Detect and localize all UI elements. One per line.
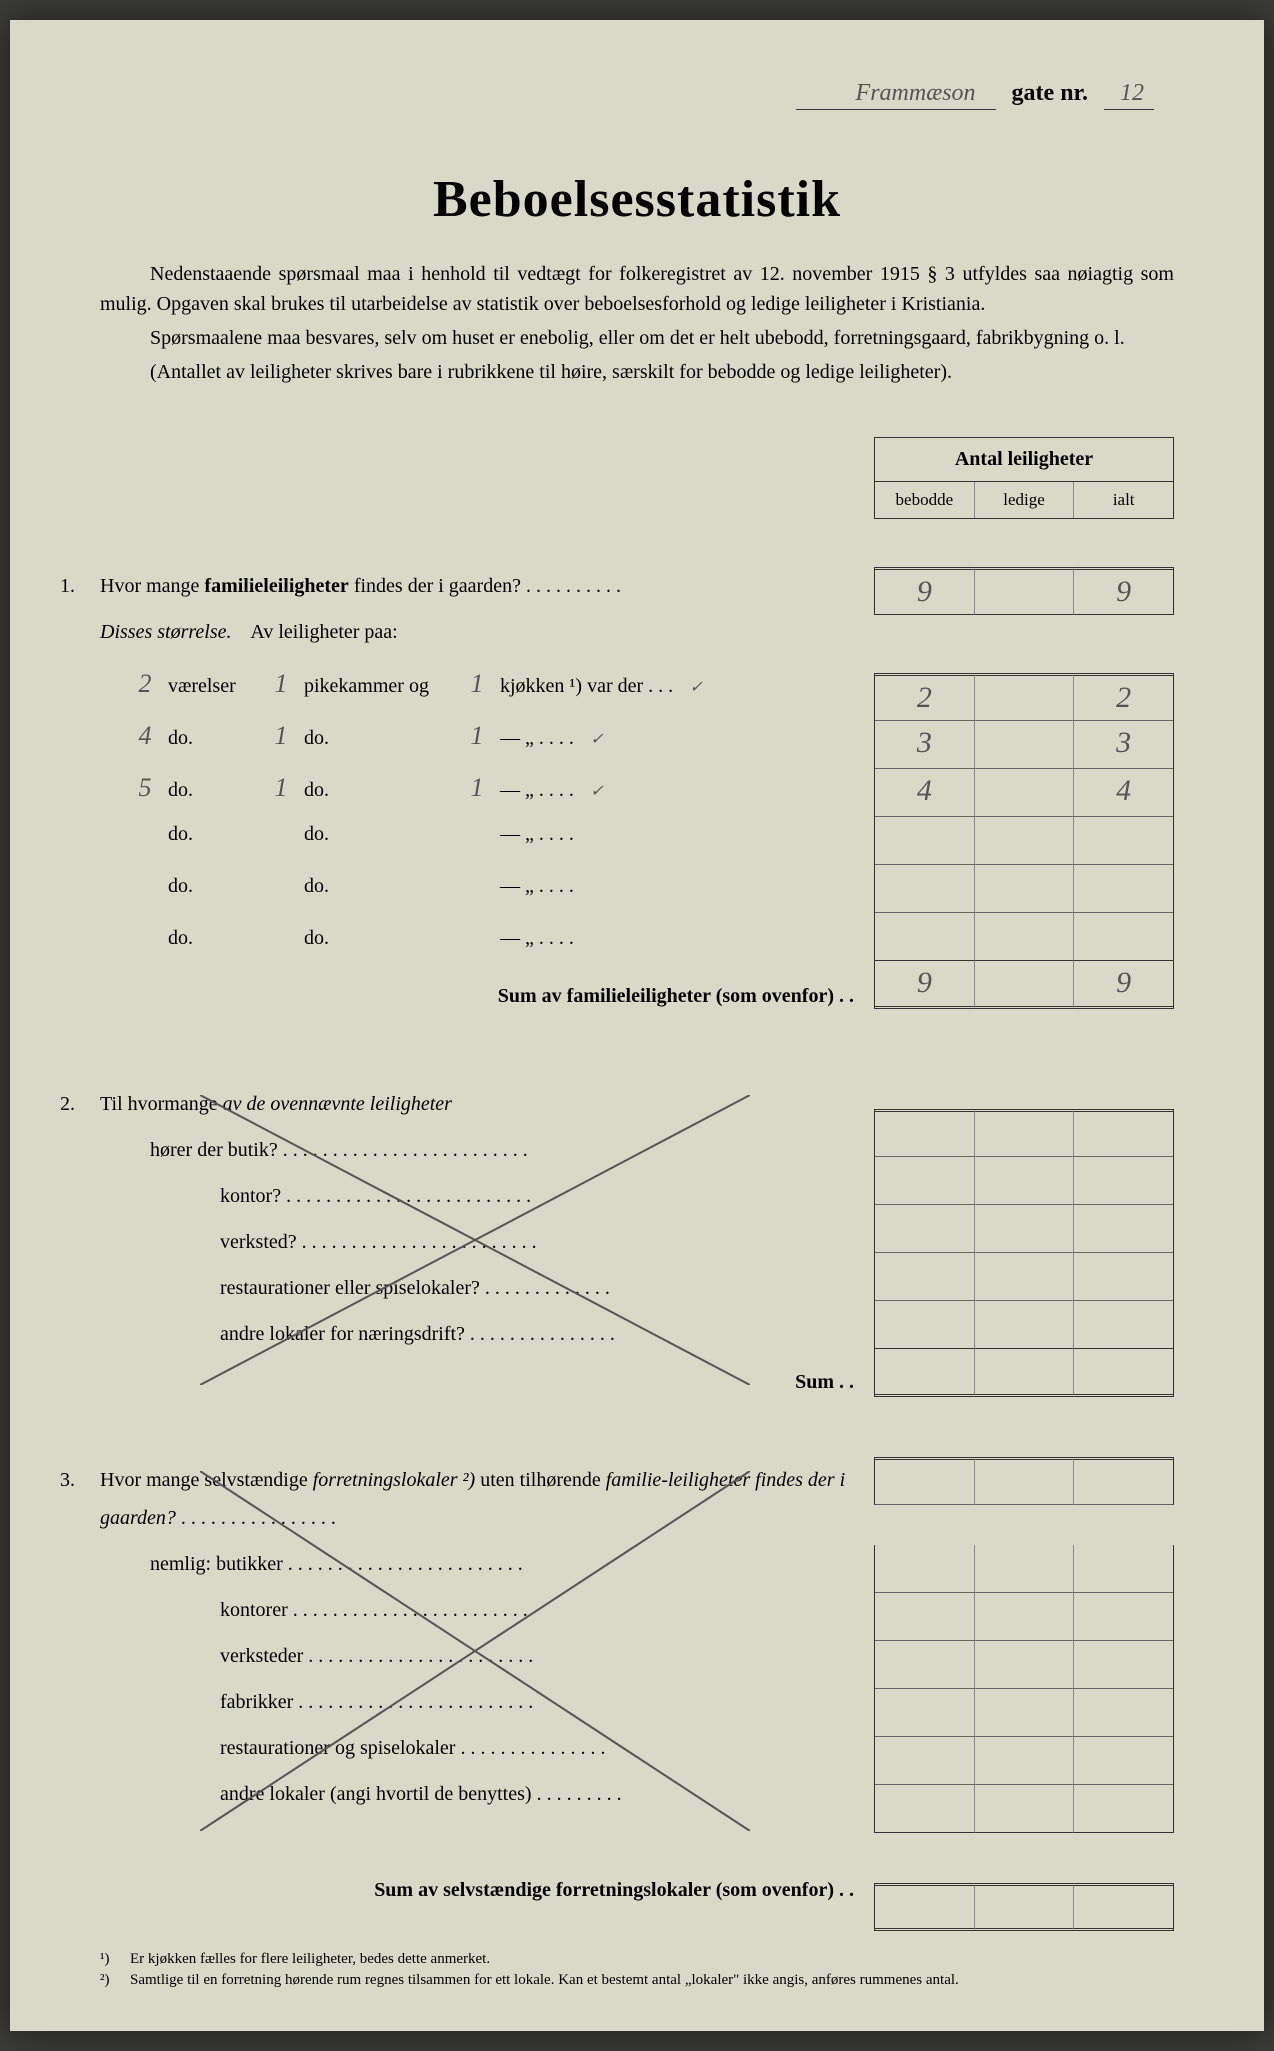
q2-line: kontor? . . . . . . . . . . . . . . . . …: [220, 1177, 854, 1215]
table-row: [874, 1205, 1174, 1253]
size-row: 5do.1do.1— „ . . . .✓: [130, 763, 854, 811]
tick-mark: [582, 891, 612, 892]
table-row: 33: [874, 721, 1174, 769]
q2-text: Til hvormange av de ovennævnte leilighet…: [100, 1085, 854, 1123]
q3-line: restaurationer og spiselokaler . . . . .…: [220, 1729, 854, 1767]
size-row: do.do.— „ . . . .: [130, 867, 854, 915]
intro-text: Nedenstaaende spørsmaal maa i henhold ti…: [100, 259, 1174, 387]
q3-line: andre lokaler (angi hvortil de benyttes)…: [220, 1775, 854, 1813]
header-line: Frammæson gate nr. 12: [100, 80, 1174, 110]
q3-line: verksteder . . . . . . . . . . . . . . .…: [220, 1637, 854, 1675]
size-row: do.do.— „ . . . .: [130, 919, 854, 967]
q3-line: fabrikker . . . . . . . . . . . . . . . …: [220, 1683, 854, 1721]
pikekammer-value: 1: [266, 659, 296, 709]
intro-p2: Spørsmaalene maa besvares, selv om huset…: [100, 323, 1174, 353]
pikekammer-value: [266, 839, 296, 840]
table-row: [874, 1737, 1174, 1785]
table-row: [874, 1883, 1174, 1931]
col-ialt: ialt: [1074, 482, 1173, 518]
vaerelser-value: [130, 891, 160, 892]
table-row: [874, 1157, 1174, 1205]
kjokken-value: 1: [462, 659, 492, 709]
size-row: 2værelser1pikekammer og1kjøkken ¹) var d…: [130, 659, 854, 707]
q2-line: andre lokaler for næringsdrift? . . . . …: [220, 1315, 854, 1353]
document-page: Frammæson gate nr. 12 Beboelsesstatistik…: [10, 20, 1264, 2031]
col-ledige: ledige: [975, 482, 1075, 518]
table-row: [874, 1689, 1174, 1737]
table-subheader: bebodde ledige ialt: [874, 482, 1174, 519]
q2-number: 2.: [60, 1085, 75, 1123]
q2-line: restaurationer eller spiselokaler? . . .…: [220, 1269, 854, 1307]
footnote-2: ²) Samtlige til en forretning hørende ru…: [100, 1970, 1174, 1991]
q3-line: kontorer . . . . . . . . . . . . . . . .…: [220, 1591, 854, 1629]
question-1: 1. Hvor mange familieleiligheter findes …: [100, 567, 854, 1015]
kjokken-value: [462, 943, 492, 944]
q2-line: verksted? . . . . . . . . . . . . . . . …: [220, 1223, 854, 1261]
tick-mark: ✓: [681, 673, 711, 704]
table-row: 99: [874, 961, 1174, 1009]
question-2: 2. Til hvormange av de ovennævnte leilig…: [100, 1085, 854, 1401]
table-row: 22: [874, 673, 1174, 721]
intro-p3: (Antallet av leiligheter skrives bare i …: [100, 357, 1174, 387]
table-row: [874, 1253, 1174, 1301]
footnote-1: ¹) Er kjøkken fælles for flere leilighet…: [100, 1949, 1174, 1970]
q3-number: 3.: [60, 1461, 75, 1499]
q1-number: 1.: [60, 567, 75, 605]
q1-subheading: Disses størrelse. Av leiligheter paa:: [100, 613, 854, 651]
table-row: [874, 913, 1174, 961]
col-bebodde: bebodde: [875, 482, 975, 518]
table-row: [874, 1641, 1174, 1689]
q3-text: Hvor mange selvstændige forretningslokal…: [100, 1461, 854, 1537]
table-row: 99: [874, 567, 1174, 615]
street-name-field: Frammæson: [796, 80, 996, 110]
table-header: Antal leiligheter: [874, 437, 1174, 482]
vaerelser-value: [130, 839, 160, 840]
intro-p1: Nedenstaaende spørsmaal maa i henhold ti…: [100, 259, 1174, 319]
q2-sum: Sum . .: [100, 1363, 854, 1401]
q2-line: hører der butik? . . . . . . . . . . . .…: [150, 1131, 854, 1169]
vaerelser-value: 5: [130, 763, 160, 813]
tick-mark: [582, 839, 612, 840]
table-row: [874, 1545, 1174, 1593]
table-row: [874, 1593, 1174, 1641]
tick-mark: [582, 943, 612, 944]
pikekammer-value: [266, 891, 296, 892]
kjokken-value: [462, 839, 492, 840]
table-row: [874, 1109, 1174, 1157]
pikekammer-value: 1: [266, 711, 296, 761]
count-table: Antal leiligheter bebodde ledige ialt 99…: [874, 437, 1174, 1931]
kjokken-value: 1: [462, 763, 492, 813]
document-title: Beboelsesstatistik: [100, 170, 1174, 229]
table-row: 44: [874, 769, 1174, 817]
q3-sum: Sum av selvstændige forretningslokaler (…: [100, 1871, 854, 1909]
gate-number-field: 12: [1104, 80, 1154, 110]
tick-mark: ✓: [582, 777, 612, 808]
table-row: [874, 1301, 1174, 1349]
table-row: [874, 817, 1174, 865]
content-area: Antal leiligheter bebodde ledige ialt 99…: [100, 437, 1174, 1909]
footnotes: ¹) Er kjøkken fælles for flere leilighet…: [100, 1949, 1174, 1991]
table-row: [874, 1785, 1174, 1833]
kjokken-value: 1: [462, 711, 492, 761]
vaerelser-value: [130, 943, 160, 944]
gate-label: gate nr.: [1012, 80, 1088, 106]
table-row: [874, 1349, 1174, 1397]
tick-mark: ✓: [582, 725, 612, 756]
pikekammer-value: [266, 943, 296, 944]
q1-sum: Sum av familieleiligheter (som ovenfor) …: [100, 977, 854, 1015]
size-row: 4do.1do.1— „ . . . .✓: [130, 711, 854, 759]
q1-text: Hvor mange familieleiligheter findes der…: [100, 567, 854, 605]
vaerelser-value: 4: [130, 711, 160, 761]
kjokken-value: [462, 891, 492, 892]
question-3: 3. Hvor mange selvstændige forretningslo…: [100, 1461, 854, 1909]
table-row: [874, 865, 1174, 913]
vaerelser-value: 2: [130, 659, 160, 709]
q3-line: nemlig: butikker . . . . . . . . . . . .…: [150, 1545, 854, 1583]
table-row: [874, 1457, 1174, 1505]
pikekammer-value: 1: [266, 763, 296, 813]
size-row: do.do.— „ . . . .: [130, 815, 854, 863]
